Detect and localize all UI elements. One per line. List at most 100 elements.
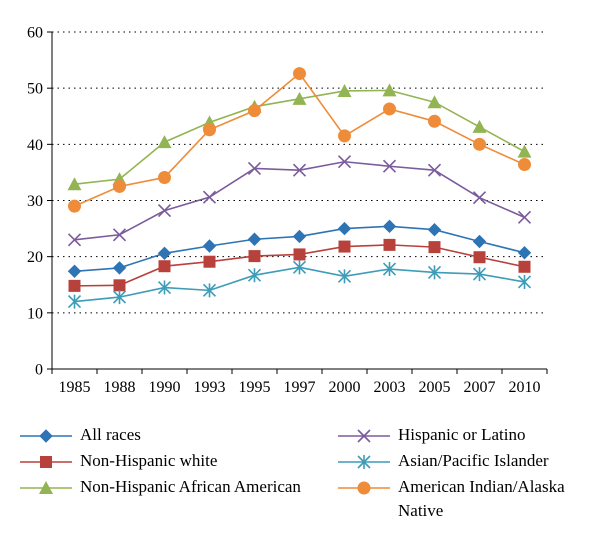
data-point-non-hispanic-white [293,248,306,261]
data-point-asian-pacific-islander [157,280,172,295]
data-point-non-hispanic-white [428,241,441,254]
data-point-american-indian-alaska-native [68,199,81,213]
data-point-asian-pacific-islander [472,267,487,282]
data-point-non-hispanic-african-american [382,83,397,97]
series-asian-pacific-islander [67,260,532,309]
legend-marker-symbol [357,481,371,495]
data-point-american-indian-alaska-native [338,129,351,143]
data-point-all-races [292,229,307,244]
data-point-hispanic-or-latino [247,161,262,176]
x-tick-labels: 1985 1988 1990 1993 1995 1997 2000 2003 2005 2007… [59,379,541,396]
data-point-asian-pacific-islander [202,283,217,298]
gridlines [52,31,547,314]
data-point-hispanic-or-latino [112,228,127,242]
data-point-non-hispanic-white [248,250,261,263]
data-point-all-races [427,222,442,237]
data-point-non-hispanic-white [68,279,81,292]
legend-label: Hispanic or Latino [398,425,526,444]
data-point-asian-pacific-islander [517,274,532,289]
data-point-asian-pacific-islander [382,262,397,277]
line-chart: 0 10 20 30 40 50 60 1985 1988 1990 1993 1995 1997 20… [27,25,548,396]
data-point-asian-pacific-islander [292,260,307,275]
x-tick-label: 1988 [104,379,136,396]
data-point-american-indian-alaska-native [248,104,261,118]
data-point-hispanic-or-latino [292,163,307,177]
data-point-asian-pacific-islander [337,269,352,284]
legend-label: American Indian/Alaska [398,477,565,496]
data-point-hispanic-or-latino [337,155,352,169]
data-point-hispanic-or-latino [157,204,172,218]
series-american-indian-alaska-native [68,67,531,213]
legend-marker-symbol [39,481,53,494]
y-tick-label: 40 [27,137,43,154]
legend-marker-star [338,455,390,469]
data-point-non-hispanic-white [113,279,126,292]
legend: All races Non-Hispanic white Non-Hispani… [0,420,600,542]
legend-label-continued: Native [398,501,444,520]
y-tick-label: 0 [35,362,43,379]
data-point-american-indian-alaska-native [293,67,306,81]
x-tick-label: 1985 [59,379,91,396]
legend-marker-symbol [357,429,371,443]
legend-marker-diamond [20,429,72,443]
legend-label: Non-Hispanic African American [80,477,301,496]
series-non-hispanic-white [68,238,531,292]
legend-marker-symbol [357,455,371,469]
x-tick-label: 2007 [464,379,496,396]
x-tick-label: 2003 [374,379,406,396]
data-point-non-hispanic-white [383,238,396,251]
data-point-all-races [247,232,262,246]
legend-marker-x [338,429,390,443]
legend-label: Non-Hispanic white [80,451,218,470]
data-point-non-hispanic-african-american [472,119,487,133]
data-point-all-races [382,219,397,234]
data-point-all-races [67,264,82,278]
x-tick-label: 2005 [419,379,451,396]
data-point-non-hispanic-african-american [292,91,307,105]
x-tick-label: 1990 [149,379,181,396]
data-point-non-hispanic-african-american [337,83,352,97]
data-point-hispanic-or-latino [202,190,217,204]
data-point-non-hispanic-white [158,260,171,273]
x-tick-label: 2000 [329,379,361,396]
axes [47,31,548,374]
data-point-non-hispanic-african-american [157,135,172,149]
data-point-asian-pacific-islander [67,294,82,309]
data-point-non-hispanic-white [203,255,216,268]
y-tick-label: 30 [27,193,43,210]
series-group [67,67,532,309]
data-point-american-indian-alaska-native [473,137,486,151]
data-point-american-indian-alaska-native [203,123,216,137]
y-tick-label: 50 [27,81,43,98]
data-point-american-indian-alaska-native [113,179,126,193]
data-point-non-hispanic-african-american [67,177,82,191]
data-point-non-hispanic-white [473,251,486,264]
legend-marker-symbol [39,429,53,443]
y-tick-label: 20 [27,249,43,266]
data-point-non-hispanic-white [518,260,531,273]
x-tick-label: 1995 [239,379,271,396]
legend-label: Asian/Pacific Islander [398,451,549,470]
data-point-non-hispanic-african-american [427,95,442,109]
data-point-all-races [337,221,352,236]
data-point-american-indian-alaska-native [518,158,531,172]
data-point-asian-pacific-islander [247,268,262,283]
data-point-all-races [517,246,532,260]
data-point-asian-pacific-islander [112,290,127,305]
y-tick-label: 10 [27,305,43,322]
series-hispanic-or-latino [67,155,532,247]
data-point-all-races [202,239,217,253]
x-tick-label: 1993 [194,379,226,396]
data-point-hispanic-or-latino [67,233,82,247]
data-point-hispanic-or-latino [427,163,442,177]
series-all-races [67,219,532,278]
data-point-american-indian-alaska-native [383,102,396,116]
legend-marker-symbol [40,456,52,468]
data-point-all-races [112,261,127,275]
data-point-non-hispanic-african-american [517,144,532,158]
data-point-all-races [472,234,487,249]
data-point-hispanic-or-latino [472,191,487,205]
data-point-hispanic-or-latino [517,210,532,224]
y-tick-label: 60 [27,25,43,42]
x-tick-label: 2010 [509,379,541,396]
